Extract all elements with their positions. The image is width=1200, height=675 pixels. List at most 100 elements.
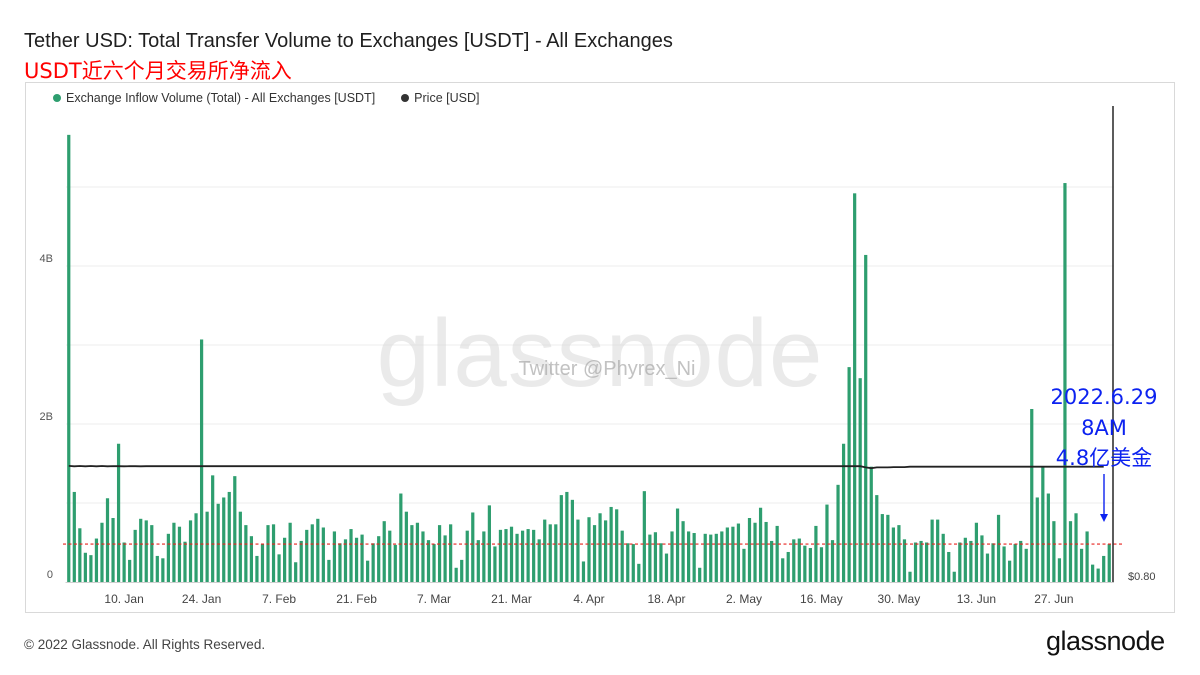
- bar-176: [1041, 467, 1045, 582]
- bar-113: [692, 533, 696, 582]
- annotation-line-0: 2022.6.29: [1051, 385, 1158, 409]
- bar-9: [116, 443, 121, 582]
- bar-69: [449, 524, 453, 582]
- bar-18: [166, 533, 170, 582]
- x-tick-label: 7. Feb: [262, 592, 296, 606]
- bar-70: [454, 567, 458, 582]
- bar-124: [753, 522, 757, 582]
- x-tick-label: 21. Feb: [336, 592, 377, 606]
- bar-82: [520, 530, 525, 582]
- bar-100: [620, 530, 624, 582]
- bar-22: [188, 520, 193, 582]
- bar-129: [781, 558, 785, 582]
- bars: [67, 134, 1111, 583]
- bar-155: [924, 542, 929, 582]
- bar-158: [941, 533, 945, 582]
- bar-137: [825, 504, 829, 582]
- bar-32: [244, 525, 248, 582]
- bar-109: [670, 531, 674, 582]
- bar-25: [205, 511, 209, 582]
- bar-52: [354, 537, 359, 582]
- bar-90: [565, 491, 569, 582]
- bar-50: [343, 539, 348, 582]
- bar-33: [249, 536, 254, 582]
- bar-157: [936, 519, 940, 582]
- bar-132: [797, 538, 801, 582]
- x-tick-label: 18. Apr: [647, 592, 685, 606]
- bar-35: [260, 544, 265, 582]
- bar-94: [587, 517, 591, 582]
- bar-87: [548, 524, 552, 582]
- bar-151: [902, 539, 907, 582]
- bar-88: [554, 524, 558, 582]
- bar-143: [858, 378, 862, 582]
- bar-85: [537, 539, 541, 582]
- bar-77: [493, 546, 497, 582]
- bar-23: [194, 513, 198, 582]
- bar-54: [366, 560, 370, 582]
- bar-4: [89, 555, 93, 582]
- bar-174: [1030, 408, 1034, 582]
- bar-75: [482, 531, 486, 582]
- bar-53: [360, 534, 364, 582]
- bar-36: [266, 525, 270, 582]
- bar-185: [1091, 564, 1095, 582]
- bar-162: [963, 537, 967, 582]
- bar-80: [509, 526, 514, 582]
- bar-144: [864, 254, 868, 582]
- bar-91: [570, 499, 574, 582]
- bar-180: [1063, 183, 1067, 583]
- bar-130: [786, 551, 790, 582]
- bar-8: [111, 518, 115, 582]
- bar-26: [211, 475, 215, 582]
- chart-title: Tether USD: Total Transfer Volume to Exc…: [24, 30, 673, 52]
- bar-142: [853, 193, 857, 582]
- legend-item-price[interactable]: Price [USD]: [401, 91, 479, 105]
- bar-96: [598, 513, 602, 582]
- bar-165: [980, 535, 984, 582]
- bar-21: [183, 541, 187, 582]
- bar-120: [731, 526, 735, 582]
- bar-169: [1002, 546, 1006, 582]
- bar-74: [476, 540, 480, 582]
- bar-49: [338, 543, 342, 582]
- legend: Exchange Inflow Volume (Total) - All Exc…: [53, 91, 479, 105]
- bar-128: [775, 525, 779, 582]
- legend-item-inflow[interactable]: Exchange Inflow Volume (Total) - All Exc…: [53, 91, 375, 105]
- bar-146: [875, 495, 879, 582]
- bar-71: [460, 559, 464, 582]
- bar-66: [432, 544, 436, 582]
- bar-59: [393, 544, 397, 582]
- bar-92: [576, 519, 580, 582]
- bar-67: [437, 525, 442, 582]
- bar-178: [1052, 521, 1056, 582]
- bar-64: [421, 531, 425, 582]
- bar-102: [631, 544, 635, 582]
- legend-label-price: Price [USD]: [414, 91, 480, 105]
- bar-177: [1046, 493, 1050, 582]
- bar-15: [150, 525, 154, 582]
- bar-10: [122, 542, 126, 582]
- bar-127: [770, 540, 774, 582]
- chart-subtitle: USDT近六个月交易所净流入: [24, 59, 292, 83]
- bar-60: [399, 493, 403, 582]
- legend-label-inflow: Exchange Inflow Volume (Total) - All Exc…: [66, 91, 376, 105]
- bar-172: [1019, 540, 1023, 582]
- x-tick-label: 27. Jun: [1034, 592, 1073, 606]
- bar-78: [498, 529, 503, 582]
- bar-17: [161, 558, 165, 582]
- bar-41: [294, 562, 298, 582]
- bar-93: [581, 561, 586, 582]
- x-tick-label: 7. Mar: [417, 592, 451, 606]
- bar-108: [664, 553, 669, 582]
- brand-logo: glassnode: [1046, 626, 1165, 656]
- bar-122: [742, 548, 746, 582]
- bar-184: [1085, 531, 1089, 582]
- bar-119: [725, 527, 729, 582]
- bar-160: [952, 571, 956, 582]
- bar-105: [648, 534, 652, 582]
- bar-97: [604, 520, 608, 582]
- bar-182: [1074, 513, 1078, 582]
- bar-117: [714, 533, 718, 582]
- bar-186: [1096, 568, 1100, 582]
